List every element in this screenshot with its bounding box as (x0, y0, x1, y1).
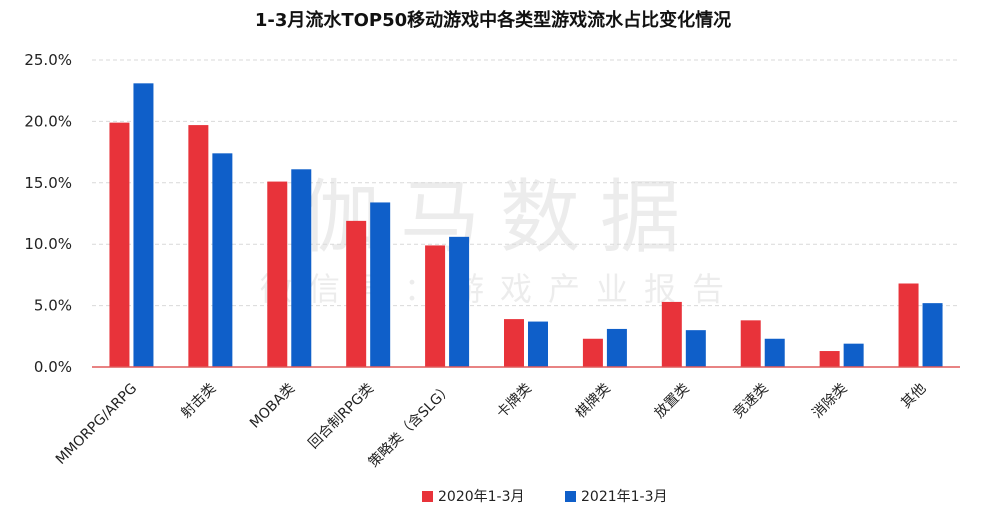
bar-2021 (449, 236, 470, 367)
x-tick-label: 棋牌类 (572, 380, 614, 422)
x-tick-label: MMORPG/ARPG (53, 381, 140, 468)
x-tick-label: 其他 (898, 381, 929, 412)
bar-2021 (212, 153, 233, 367)
bar-2020 (819, 351, 840, 367)
x-tick-label: 放置类 (652, 381, 693, 422)
bar-2021 (370, 202, 391, 367)
x-tick-label: MOBA类 (247, 381, 298, 432)
legend-label: 2020年1-3月 (438, 489, 525, 505)
y-tick-label: 25.0% (24, 51, 72, 69)
bar-2020 (109, 122, 130, 368)
bar-2021 (922, 303, 943, 367)
legend-swatch (422, 491, 433, 502)
watermark-line2: 微信号：游戏产业报告 (260, 270, 740, 308)
bar-2021 (606, 328, 627, 367)
y-tick-label: 0.0% (34, 358, 72, 376)
bar-2020 (582, 338, 603, 367)
bar-2020 (661, 301, 682, 367)
legend: 2020年1-3月 2021年1-3月 (422, 489, 668, 505)
y-tick-label: 10.0% (24, 235, 72, 253)
y-tick-label: 5.0% (34, 297, 72, 315)
x-tick-label: 射击类 (178, 381, 219, 422)
bar-2020 (898, 283, 919, 367)
x-tick-label: 卡牌类 (493, 380, 535, 422)
bar-2020 (740, 320, 761, 367)
bar-2020 (188, 125, 209, 367)
legend-label: 2021年1-3月 (581, 489, 668, 505)
bar-2021 (764, 338, 785, 367)
watermark: 伽马数据 微信号：游戏产业报告 (260, 171, 740, 308)
bar-2020 (346, 220, 367, 367)
x-tick-label: 消除类 (809, 381, 850, 422)
bar-2021 (528, 321, 548, 367)
bar-2021 (133, 83, 154, 367)
bars (109, 83, 943, 368)
legend-swatch (565, 491, 576, 502)
y-tick-label: 15.0% (24, 174, 72, 192)
bar-2020 (504, 319, 524, 367)
bar-2021 (291, 169, 312, 367)
bar-2021 (843, 343, 864, 367)
y-tick-label: 20.0% (24, 112, 72, 130)
x-tick-label: 竞速类 (730, 380, 772, 422)
bar-2021 (685, 330, 706, 367)
chart-title: 1-3月流水TOP50移动游戏中各类型游戏流水占比变化情况 (255, 9, 731, 31)
gridlines (92, 59, 960, 307)
x-tick-label: 回合制RPG类 (306, 381, 377, 452)
y-axis-ticks: 0.0% 5.0% 10.0% 15.0% 20.0% 25.0% (24, 51, 72, 376)
bar-2020 (267, 181, 288, 367)
x-tick-label: 策略类（含SLG） (365, 380, 456, 471)
bar-2020 (425, 245, 446, 367)
